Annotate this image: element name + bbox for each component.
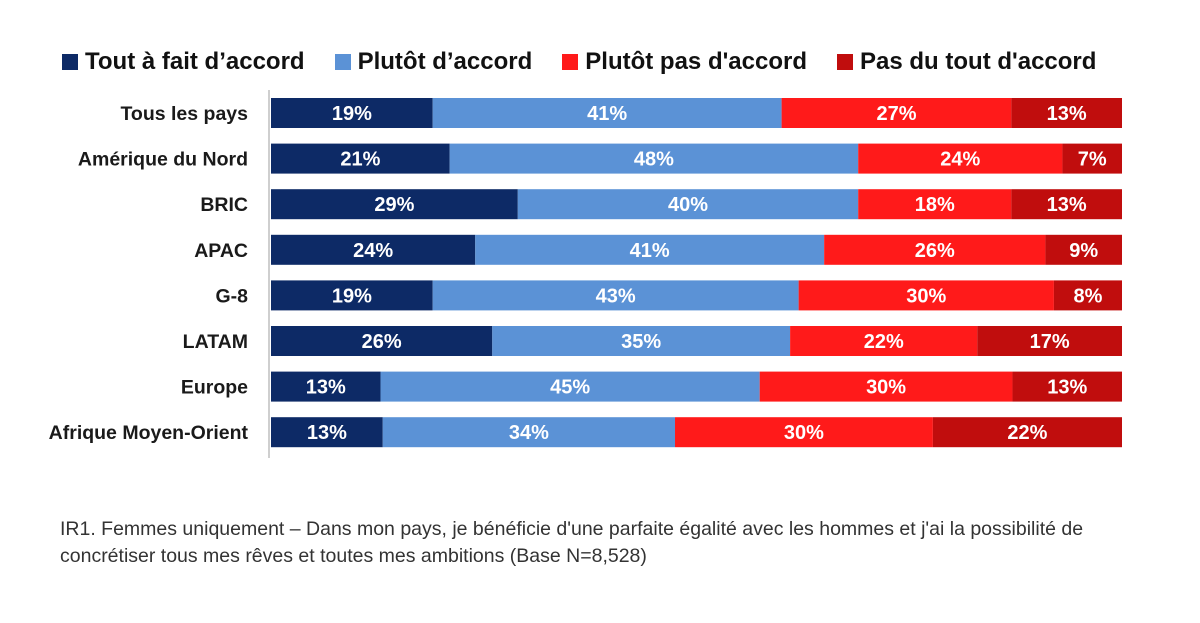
bar-segment [271, 417, 383, 448]
legend-label: Pas du tout d'accord [860, 48, 1097, 75]
data-label: 22% [864, 331, 904, 353]
bar-segment [271, 326, 493, 356]
bar-segment [1053, 280, 1122, 311]
legend-label: Plutôt pas d'accord [585, 48, 808, 75]
bar-segment [1011, 189, 1122, 220]
data-label: 40% [668, 194, 708, 216]
data-label: 48% [634, 149, 674, 171]
bar-segment [824, 234, 1046, 265]
bar-segment [675, 417, 933, 448]
data-label: 30% [866, 377, 906, 399]
data-label: 17% [1030, 331, 1070, 353]
category-label-apac: APAC [194, 240, 248, 262]
data-label: 34% [509, 422, 549, 444]
data-label: 8% [1074, 285, 1103, 307]
data-label: 43% [596, 285, 636, 307]
legend-swatch [562, 54, 579, 70]
legend-item-3: Plutôt pas d'accord [562, 48, 807, 76]
bar-segment [271, 143, 450, 174]
data-label: 30% [906, 285, 946, 307]
data-label: 13% [306, 377, 346, 399]
bar-segment [759, 371, 1013, 402]
data-label: 19% [332, 285, 372, 307]
bar-segment [271, 234, 476, 265]
bar-segment [781, 98, 1012, 128]
bar-segment [475, 234, 825, 265]
category-label-afrique-moyen-orient: Afrique Moyen-Orient [49, 422, 249, 444]
bar-segment [517, 189, 859, 220]
category-label-latam: LATAM [183, 331, 248, 353]
chart-footnote: IR1. Femmes uniquement – Dans mon pays, … [60, 518, 1084, 567]
legend-item-1: Tout à fait d’accord [62, 48, 305, 76]
data-label: 41% [587, 103, 627, 125]
category-label-bric: BRIC [200, 194, 248, 216]
data-label: 29% [374, 194, 414, 216]
data-label: 18% [915, 194, 955, 216]
bar-segment [1012, 371, 1122, 402]
bar-segment [492, 326, 791, 356]
legend-swatch [62, 54, 78, 70]
bar-segment [932, 417, 1122, 448]
category-label-g-8: G-8 [215, 285, 248, 307]
category-label-amerique-du-nord: Amérique du Nord [78, 149, 248, 171]
data-label: 13% [307, 422, 347, 444]
data-label: 45% [550, 377, 590, 399]
legend-item-4: Pas du tout d'accord [837, 48, 1096, 76]
bar-segment [449, 143, 859, 174]
bar-segment [977, 326, 1122, 356]
data-label: 13% [1047, 103, 1087, 125]
bar-segment [790, 326, 978, 356]
legend-swatch [334, 54, 351, 70]
data-label: 27% [876, 103, 916, 125]
bar-segment [382, 417, 676, 448]
bar-segment [1045, 234, 1122, 265]
bar-segment [271, 280, 433, 311]
bar-segment [1062, 143, 1122, 174]
data-label: 26% [362, 331, 402, 353]
chart-legend: Tout à fait d’accord Plutôt d’accord Plutô… [62, 44, 1142, 80]
data-label: 24% [353, 240, 393, 262]
bar-segment [380, 371, 760, 402]
bar-segment [798, 280, 1054, 311]
bar-segment [858, 143, 1063, 174]
bar-segment [271, 98, 433, 128]
data-label: 35% [621, 331, 661, 353]
bar-segment [1011, 98, 1122, 128]
data-label: 7% [1078, 149, 1107, 171]
bar-segment [858, 189, 1012, 220]
data-label: 21% [340, 149, 380, 171]
category-label-europe: Europe [181, 377, 248, 399]
legend-item-2: Plutôt d’accord [334, 48, 533, 76]
data-label: 26% [915, 240, 955, 262]
data-label: 9% [1069, 240, 1098, 262]
legend-label: Plutôt d’accord [357, 48, 533, 75]
data-label: 24% [940, 149, 980, 171]
legend-swatch [837, 54, 854, 70]
bar-segment [432, 280, 799, 311]
data-label: 13% [1047, 377, 1087, 399]
bar-segment [432, 98, 782, 128]
bar-segment [271, 371, 381, 402]
bar-segment [271, 189, 518, 220]
data-label: 13% [1047, 194, 1087, 216]
legend-label: Tout à fait d’accord [85, 48, 305, 75]
data-label: 30% [784, 422, 824, 444]
data-label: 19% [332, 103, 372, 125]
data-label: 22% [1007, 422, 1047, 444]
data-label: 41% [630, 240, 670, 262]
category-label-tous-les-pays: Tous les pays [120, 103, 248, 125]
